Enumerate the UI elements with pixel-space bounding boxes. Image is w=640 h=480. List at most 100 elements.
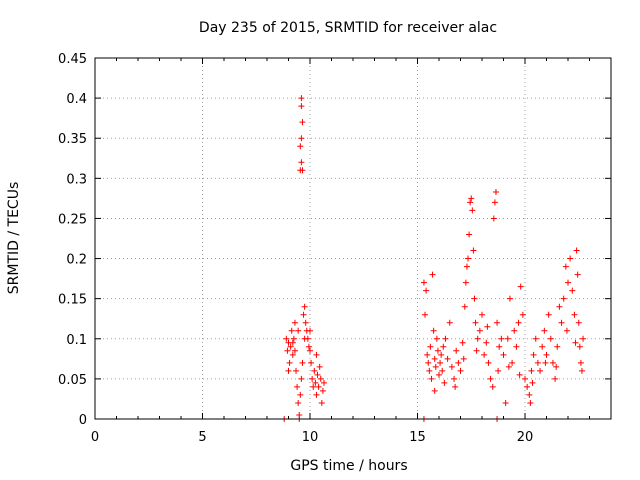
data-point bbox=[437, 359, 444, 366]
data-point bbox=[516, 371, 523, 378]
data-point bbox=[307, 327, 313, 334]
y-tick-label: 0 bbox=[79, 413, 87, 428]
data-point bbox=[289, 339, 296, 346]
grid bbox=[95, 58, 611, 419]
data-point bbox=[293, 367, 300, 374]
data-point bbox=[444, 355, 451, 362]
data-point bbox=[572, 339, 579, 346]
data-point bbox=[529, 379, 536, 386]
data-point bbox=[495, 367, 502, 374]
data-point bbox=[506, 295, 513, 302]
data-point bbox=[315, 383, 322, 390]
data-point bbox=[541, 327, 548, 334]
data-point bbox=[319, 387, 326, 394]
data-point bbox=[552, 375, 559, 382]
data-point bbox=[432, 363, 439, 370]
data-point bbox=[522, 375, 528, 382]
y-tick-label: 0.25 bbox=[58, 212, 87, 227]
data-point bbox=[426, 367, 433, 374]
data-point bbox=[465, 255, 472, 262]
data-point bbox=[484, 323, 491, 330]
data-point bbox=[563, 327, 570, 334]
data-point bbox=[492, 188, 499, 195]
data-point bbox=[511, 327, 518, 334]
data-point bbox=[472, 319, 479, 326]
y-tick-label: 0.2 bbox=[66, 253, 87, 268]
data-point bbox=[438, 351, 445, 358]
data-point bbox=[299, 167, 306, 174]
data-point bbox=[505, 363, 512, 370]
data-point bbox=[537, 367, 544, 374]
data-point bbox=[289, 351, 296, 358]
data-point bbox=[547, 335, 554, 342]
data-point bbox=[295, 399, 302, 406]
data-point bbox=[452, 383, 459, 390]
data-point bbox=[496, 343, 503, 350]
data-point bbox=[428, 375, 435, 382]
data-point bbox=[302, 319, 309, 326]
data-point bbox=[515, 319, 522, 326]
data-point bbox=[498, 335, 505, 342]
data-point bbox=[307, 347, 313, 354]
y-tick-label: 0.35 bbox=[58, 132, 87, 147]
data-point bbox=[560, 295, 567, 302]
data-point bbox=[543, 351, 550, 358]
data-point bbox=[576, 343, 583, 350]
data-point bbox=[436, 371, 442, 378]
data-point bbox=[295, 327, 302, 334]
y-tick-label: 0.3 bbox=[66, 172, 87, 187]
data-point bbox=[462, 279, 469, 286]
data-point bbox=[483, 339, 490, 346]
y-tick-label: 0.05 bbox=[58, 373, 87, 388]
data-point bbox=[429, 271, 436, 278]
data-point bbox=[469, 207, 476, 214]
y-tick-label: 0.15 bbox=[58, 293, 87, 308]
data-point bbox=[549, 359, 556, 366]
data-point bbox=[284, 347, 291, 354]
x-tick-label: 15 bbox=[409, 430, 426, 445]
data-point bbox=[314, 371, 321, 378]
data-point bbox=[577, 359, 584, 366]
data-point bbox=[534, 359, 541, 366]
data-point bbox=[471, 295, 478, 302]
data-point bbox=[476, 327, 483, 334]
data-point bbox=[463, 263, 470, 270]
data-points bbox=[281, 95, 587, 422]
data-point bbox=[485, 359, 492, 366]
data-point bbox=[532, 335, 539, 342]
data-point bbox=[509, 359, 516, 366]
data-point bbox=[517, 283, 524, 290]
data-point bbox=[318, 399, 325, 406]
x-tick-label: 20 bbox=[517, 430, 534, 445]
data-point bbox=[420, 279, 427, 286]
data-point bbox=[460, 355, 467, 362]
data-point bbox=[524, 383, 531, 390]
data-point bbox=[474, 335, 481, 342]
data-point bbox=[288, 327, 295, 334]
data-point bbox=[299, 359, 306, 366]
data-point bbox=[542, 359, 549, 366]
data-point bbox=[571, 311, 578, 318]
data-point bbox=[283, 335, 290, 342]
chart-title: Day 235 of 2015, SRMTID for receiver ala… bbox=[199, 20, 497, 36]
data-point bbox=[451, 375, 458, 382]
data-point bbox=[569, 287, 576, 294]
y-axis-label: SRMTID / TECUs bbox=[6, 182, 22, 295]
data-point bbox=[530, 351, 537, 358]
data-point bbox=[528, 367, 535, 374]
data-point bbox=[556, 303, 563, 310]
data-point bbox=[308, 359, 315, 366]
data-point bbox=[567, 255, 574, 262]
axis-ticks: 0 5 10 15 20 0 0.05 0.1 0.15 0.2 0.25 0.3 0.35 0.4 0.4… bbox=[58, 52, 611, 445]
data-point bbox=[290, 335, 297, 342]
data-point bbox=[573, 247, 580, 254]
data-point bbox=[430, 327, 437, 334]
data-point bbox=[424, 351, 431, 358]
data-point bbox=[479, 311, 485, 318]
data-point bbox=[440, 343, 447, 350]
data-point bbox=[558, 319, 565, 326]
data-point bbox=[468, 195, 475, 202]
data-point bbox=[317, 375, 324, 382]
data-point bbox=[291, 347, 298, 354]
data-point bbox=[575, 319, 582, 326]
